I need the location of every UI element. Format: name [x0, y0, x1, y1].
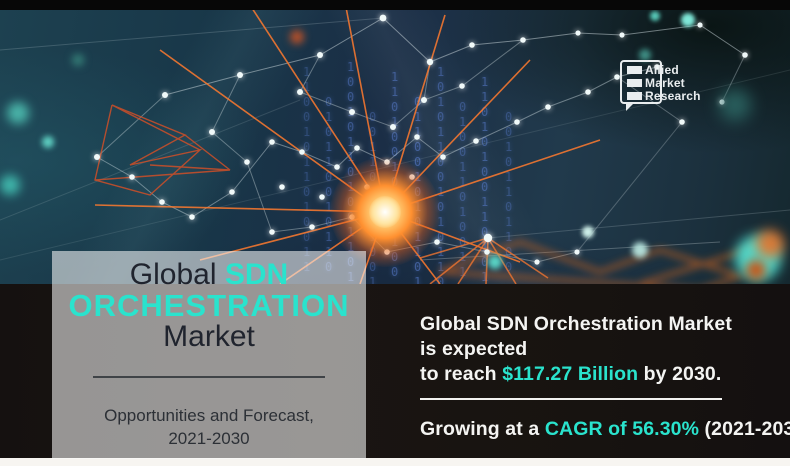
title-card: Global SDN ORCHESTRATION Market Opportun…	[52, 251, 366, 459]
binary-stream: 0 1 0 1 1 0 0 1 0 1 1 0	[325, 95, 333, 274]
bokeh-dot	[582, 226, 594, 238]
title-divider	[93, 376, 325, 378]
market-value: $117.27 Billion	[502, 363, 639, 385]
logo-bar-icon	[627, 79, 642, 87]
flare-core	[369, 196, 401, 228]
fact1-pre: to reach	[420, 363, 503, 385]
network-background-image: 1 1 0 0 1 0 1 1 0 1 0 0 1 1 0 1 0 1 1 0 …	[0, 10, 790, 284]
fact1-line1: Global SDN Orchestration Market is expec…	[420, 313, 732, 360]
bokeh-dot	[488, 255, 502, 269]
bokeh-dot	[746, 260, 766, 280]
title-global: Global	[129, 258, 225, 291]
title-sdn: SDN	[224, 258, 289, 291]
bokeh-dot	[756, 230, 784, 258]
bokeh-dot	[0, 175, 20, 195]
bokeh-dot	[7, 102, 29, 124]
subtitle-line-2: 2021-2030	[168, 429, 250, 448]
title-line-1: Global SDN	[130, 259, 288, 290]
bokeh-dot	[681, 13, 695, 27]
cagr-value: CAGR of 56.30%	[544, 418, 700, 440]
bokeh-dot	[719, 89, 751, 121]
speech-bubble-tail	[626, 102, 635, 111]
fact2-post: (2021-2030)	[704, 418, 790, 440]
stats-divider	[420, 398, 722, 400]
top-border-strip	[0, 0, 790, 10]
amr-logo: Allied Market Research	[620, 60, 740, 116]
binary-stream: 1 1 0 1 0 1 0 0 1 1 0 1 0 1	[481, 75, 489, 284]
title-line-2: ORCHESTRATION	[68, 288, 350, 323]
fact1-post: by 2030.	[638, 363, 722, 385]
logo-line: Market	[645, 76, 685, 90]
logo-bar-icon	[627, 92, 642, 100]
binary-stream: 0 1 0 0 1 1 0 1 0 0 1 1	[459, 100, 467, 279]
title-subtitle: Opportunities and Forecast, 2021-2030	[104, 404, 314, 450]
bokeh-dot	[632, 242, 648, 258]
bokeh-dot	[639, 49, 651, 61]
fact1-line2: to reach $117.27 Billion by 2030.	[420, 362, 750, 387]
stats-block: Global SDN Orchestration Market is expec…	[420, 312, 790, 442]
logo-line: Research	[645, 89, 701, 103]
speech-bubble-icon	[620, 60, 662, 104]
fact2-pre: Growing at a	[420, 418, 545, 440]
bokeh-dot	[42, 136, 54, 148]
cagr-fact: Growing at a CAGR of 56.30% (2021-2030)	[420, 417, 790, 442]
bokeh-dot	[72, 54, 84, 66]
bokeh-dot	[650, 11, 660, 21]
subtitle-line-1: Opportunities and Forecast,	[104, 406, 314, 425]
bokeh-dot	[290, 30, 304, 44]
logo-line: Allied	[645, 63, 679, 77]
title-line-3: Market	[163, 320, 255, 353]
bottom-border-strip	[0, 458, 790, 466]
logo-bar-icon	[627, 66, 642, 74]
market-value-fact: Global SDN Orchestration Market is expec…	[420, 312, 750, 387]
